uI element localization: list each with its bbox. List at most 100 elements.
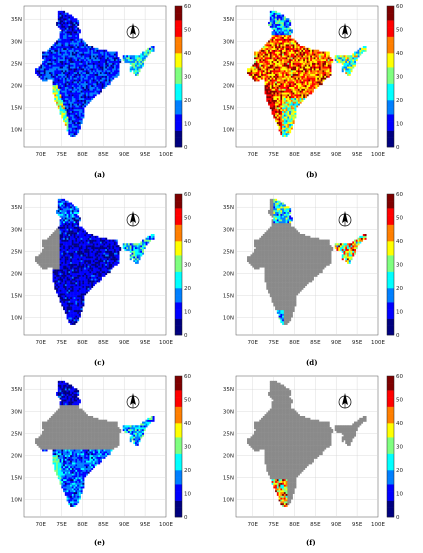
lon-tick-label: 100E xyxy=(159,152,173,158)
lon-tick-label: 80E xyxy=(77,340,88,346)
lon-tick-label: 95E xyxy=(140,152,151,158)
colorbar-tick-label: 10 xyxy=(396,122,403,128)
lon-tick-label: 80E xyxy=(289,152,300,158)
colorbar-tick-label: 0 xyxy=(396,515,400,521)
lon-tick-label: 90E xyxy=(119,522,130,528)
colorbar-tick-label: 10 xyxy=(396,310,403,316)
colorbar-tick-label: 60 xyxy=(396,374,403,380)
colorbar-tick-label: 0 xyxy=(396,333,400,339)
lat-tick-label: 25N xyxy=(223,61,234,67)
lat-tick-label: 15N xyxy=(11,293,22,299)
lat-tick-label: 30N xyxy=(11,227,22,233)
lat-tick-label: 10N xyxy=(11,315,22,321)
lon-tick-label: 80E xyxy=(289,522,300,528)
lon-tick-label: 95E xyxy=(352,522,363,528)
colorbar-tick-label: 60 xyxy=(396,192,403,198)
caption-b: (b) xyxy=(306,170,318,179)
colorbar-tick-label: 50 xyxy=(396,28,403,34)
caption-a: (a) xyxy=(94,170,105,179)
lon-tick-label: 70E xyxy=(247,522,258,528)
colorbar-tick-label: 30 xyxy=(184,445,191,451)
lat-tick-label: 20N xyxy=(223,271,234,277)
lat-tick-label: 25N xyxy=(11,431,22,437)
colorbar-tick-label: 10 xyxy=(184,310,191,316)
lon-tick-label: 90E xyxy=(119,152,130,158)
colorbar-tick-label: 20 xyxy=(396,286,403,292)
lon-tick-label: 90E xyxy=(331,152,342,158)
colorbar-tick-label: 0 xyxy=(184,333,188,339)
caption-d: (d) xyxy=(306,358,318,367)
lon-tick-label: 75E xyxy=(56,522,67,528)
lon-tick-label: 70E xyxy=(35,340,46,346)
lat-tick-label: 10N xyxy=(11,127,22,133)
lat-tick-label: 30N xyxy=(11,409,22,415)
lat-tick-label: 30N xyxy=(223,39,234,45)
colorbar-tick-label: 60 xyxy=(184,4,191,10)
colorbar-tick-label: 20 xyxy=(396,98,403,104)
lon-tick-label: 95E xyxy=(352,152,363,158)
colorbar-tick-label: 40 xyxy=(396,51,403,57)
lon-tick-label: 100E xyxy=(371,340,385,346)
lat-tick-label: 35N xyxy=(11,205,22,211)
lat-tick-label: 15N xyxy=(223,293,234,299)
colorbar-tick-label: 20 xyxy=(184,98,191,104)
colorbar-tick-label: 20 xyxy=(184,286,191,292)
lon-tick-label: 85E xyxy=(98,522,109,528)
lon-tick-label: 85E xyxy=(310,340,321,346)
lon-tick-label: 80E xyxy=(77,522,88,528)
lon-tick-label: 95E xyxy=(352,340,363,346)
lat-tick-label: 10N xyxy=(223,497,234,503)
caption-e: (e) xyxy=(94,538,105,547)
lon-tick-label: 80E xyxy=(77,152,88,158)
lat-tick-label: 25N xyxy=(11,61,22,67)
lat-tick-label: 15N xyxy=(11,475,22,481)
colorbar-tick-label: 30 xyxy=(184,263,191,269)
lat-tick-label: 20N xyxy=(11,271,22,277)
colorbar-tick-label: 50 xyxy=(184,28,191,34)
lon-tick-label: 75E xyxy=(56,340,67,346)
lon-tick-label: 75E xyxy=(268,522,279,528)
colorbar-tick-label: 30 xyxy=(396,263,403,269)
colorbar-tick-label: 10 xyxy=(184,122,191,128)
colorbar-tick-label: 60 xyxy=(184,192,191,198)
colorbar-tick-label: 0 xyxy=(184,515,188,521)
colorbar-tick-label: 50 xyxy=(184,398,191,404)
lat-tick-label: 25N xyxy=(11,249,22,255)
colorbar-tick-label: 20 xyxy=(184,468,191,474)
lon-tick-label: 85E xyxy=(98,340,109,346)
lon-tick-label: 70E xyxy=(247,340,258,346)
lon-tick-label: 90E xyxy=(331,340,342,346)
colorbar-tick-label: 40 xyxy=(184,51,191,57)
colorbar-tick-label: 0 xyxy=(184,145,188,151)
colorbar-tick-label: 40 xyxy=(184,239,191,245)
lat-tick-label: 35N xyxy=(223,17,234,23)
colorbar-tick-label: 50 xyxy=(396,216,403,222)
lat-tick-label: 30N xyxy=(223,227,234,233)
lon-tick-label: 95E xyxy=(140,340,151,346)
lat-tick-label: 35N xyxy=(11,17,22,23)
colorbar-tick-label: 40 xyxy=(396,421,403,427)
colorbar-tick-label: 30 xyxy=(396,445,403,451)
lat-tick-label: 10N xyxy=(223,127,234,133)
lon-tick-label: 70E xyxy=(35,522,46,528)
colorbar-tick-label: 60 xyxy=(184,374,191,380)
lat-tick-label: 35N xyxy=(223,205,234,211)
lat-tick-label: 30N xyxy=(223,409,234,415)
lon-tick-label: 75E xyxy=(56,152,67,158)
colorbar-tick-label: 10 xyxy=(184,492,191,498)
lat-tick-label: 20N xyxy=(223,453,234,459)
lon-tick-label: 100E xyxy=(159,522,173,528)
